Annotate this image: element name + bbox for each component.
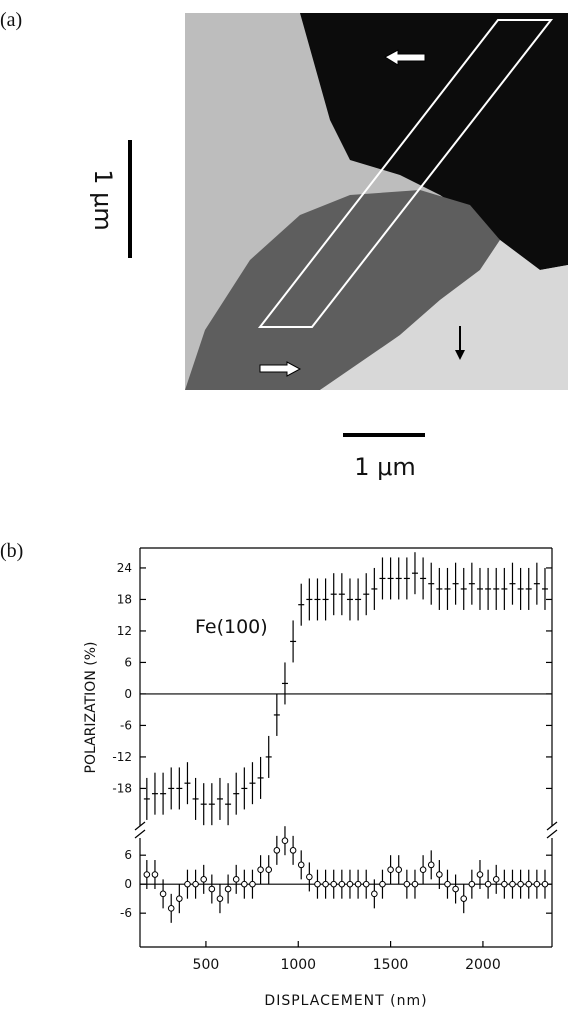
domain-image [185,13,568,390]
data-point [492,876,500,883]
y-tick-label: 0 [124,877,132,891]
data-point [289,847,297,854]
x-tick-label: 1500 [373,957,409,973]
data-point [216,895,224,902]
panel-label: (b) [0,540,23,562]
data-point [468,880,476,888]
data-point [265,866,273,873]
data-point [525,880,533,888]
data-point [306,873,313,881]
y-tick-label: -18 [112,781,132,795]
data-point [387,866,394,873]
data-point [362,880,370,888]
data-point [297,861,305,869]
data-point [232,876,240,883]
data-point [241,880,248,888]
data-point [403,880,411,888]
data-point [501,880,508,888]
scale-label: 1 μm [89,169,117,231]
data-point [249,880,256,888]
axis-break [546,821,558,831]
y-tick-label: -6 [120,718,132,732]
data-point [517,880,524,888]
data-point [354,880,362,888]
axis-break [546,829,558,839]
x-tick-label: 2000 [465,957,501,973]
annotation: Fe(100) [195,616,268,638]
data-point [151,871,159,878]
data-point [460,895,468,902]
data-point [338,880,346,888]
data-point [533,880,541,888]
data-point [322,880,329,888]
data-point [314,880,321,888]
data-point [452,885,459,893]
data-point [436,871,443,878]
data-point [444,880,451,888]
data-point [484,880,492,888]
data-point [281,837,289,844]
data-point [541,880,549,888]
y-tick-label: 24 [117,561,132,575]
x-axis-label: DISPLACEMENT (nm) [264,993,427,1008]
data-point [200,876,208,883]
data-point [330,880,338,888]
data-point [143,871,151,878]
y-tick-label: -6 [120,906,132,920]
data-point [192,880,199,888]
y-tick-label: 18 [117,592,132,606]
data-point [476,871,484,878]
y-tick-label: 6 [124,655,132,669]
data-point [411,880,419,888]
data-point [371,890,378,898]
y-axis-label: POLARIZATION (%) [83,642,99,774]
y-tick-label: 0 [124,687,132,701]
scale-label: 1 μm [354,453,416,481]
y-tick-label: 6 [124,848,132,862]
data-point [427,861,435,869]
data-point [346,880,354,888]
data-point [257,866,264,873]
data-point [419,866,427,873]
data-point [509,880,516,888]
data-point [395,866,403,873]
axis-break [134,829,146,839]
y-tick-label: -12 [112,750,132,764]
x-tick-label: 1000 [280,957,316,973]
data-point [273,847,281,854]
data-point [184,880,191,888]
data-point [224,885,232,893]
axis-break [134,821,146,831]
y-tick-label: 12 [117,624,132,638]
panel-label: (a) [0,9,22,31]
data-point [167,905,175,912]
data-point [379,880,386,888]
data-point [176,895,183,902]
x-tick-label: 500 [193,957,220,973]
data-point [208,885,216,893]
data-point [159,890,167,898]
